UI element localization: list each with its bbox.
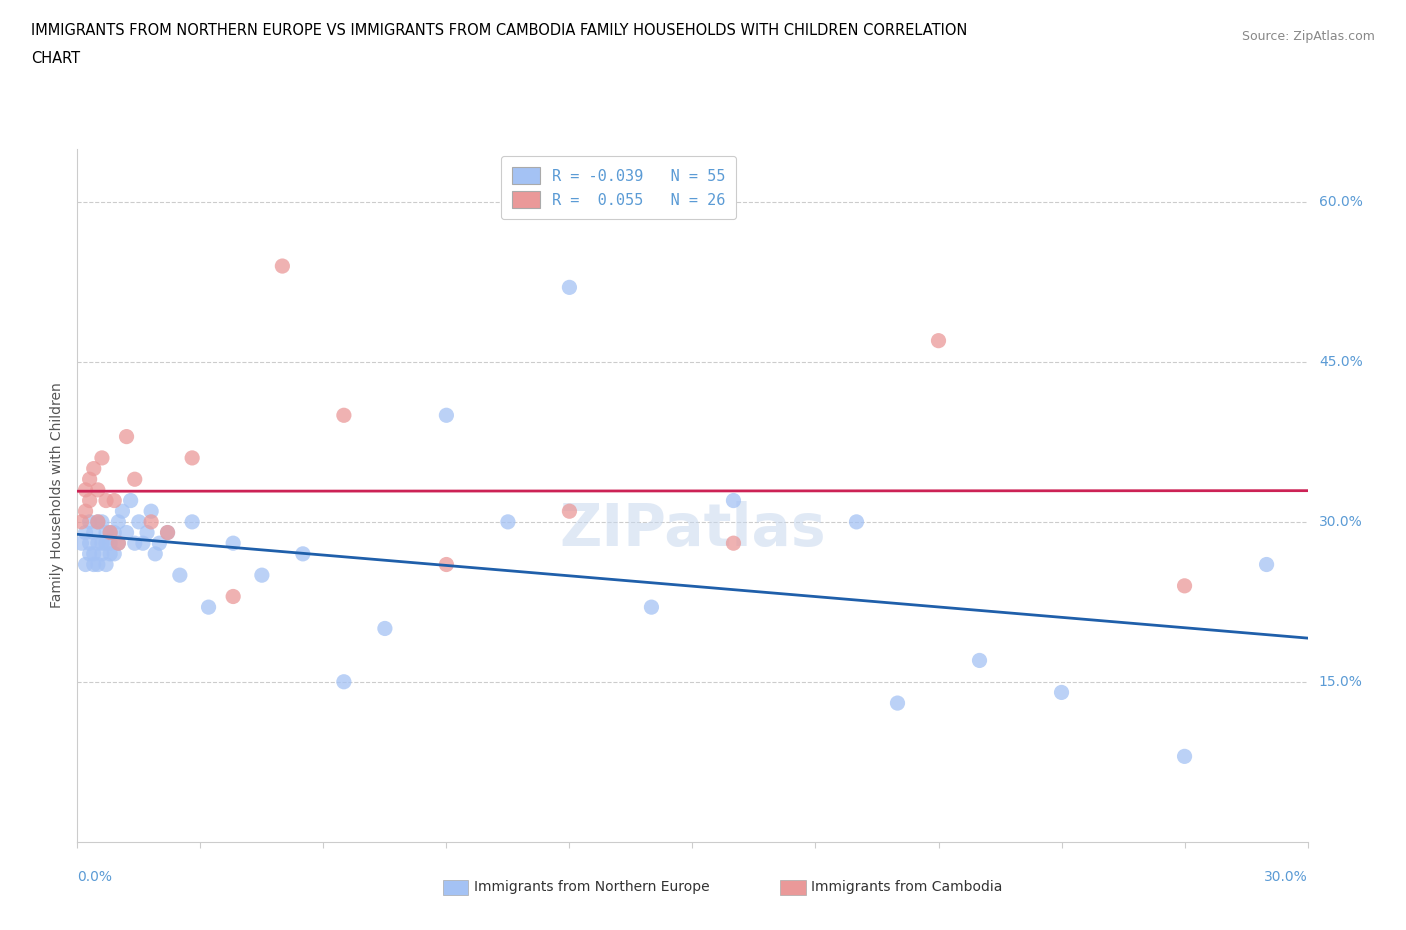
- Point: [83, 547, 105, 562]
- Point: [87, 514, 110, 529]
- Point: [87, 483, 110, 498]
- Point: [79, 547, 101, 562]
- Point: [79, 472, 101, 486]
- Point: [436, 408, 458, 423]
- Point: [169, 567, 191, 582]
- Point: [136, 525, 159, 540]
- Point: [83, 557, 105, 572]
- Point: [107, 536, 129, 551]
- Point: [98, 536, 121, 551]
- Point: [75, 483, 97, 498]
- Point: [103, 493, 125, 508]
- Point: [107, 514, 129, 529]
- Point: [845, 514, 868, 529]
- Text: ZIPatlas: ZIPatlas: [560, 501, 825, 558]
- Point: [333, 674, 356, 689]
- Point: [90, 536, 114, 551]
- Text: 30.0%: 30.0%: [1264, 870, 1308, 884]
- Point: [156, 525, 179, 540]
- Point: [496, 514, 519, 529]
- Point: [143, 547, 166, 562]
- Point: [141, 504, 163, 519]
- Point: [94, 536, 117, 551]
- Legend: R = -0.039   N = 55, R =  0.055   N = 26: R = -0.039 N = 55, R = 0.055 N = 26: [502, 156, 735, 219]
- Point: [1256, 557, 1278, 572]
- Point: [107, 536, 129, 551]
- Point: [1174, 578, 1197, 593]
- Point: [271, 259, 294, 273]
- Point: [75, 504, 97, 519]
- Point: [94, 557, 117, 572]
- Point: [120, 493, 142, 508]
- Point: [98, 525, 121, 540]
- Text: 60.0%: 60.0%: [1319, 195, 1362, 209]
- Point: [132, 536, 155, 551]
- Point: [83, 461, 105, 476]
- Point: [928, 333, 950, 348]
- Point: [436, 557, 458, 572]
- Point: [1174, 749, 1197, 764]
- Point: [222, 589, 245, 604]
- Point: [291, 547, 314, 562]
- Text: 15.0%: 15.0%: [1319, 675, 1362, 689]
- Point: [87, 557, 110, 572]
- Point: [98, 525, 121, 540]
- Point: [103, 547, 125, 562]
- Point: [115, 525, 138, 540]
- Point: [197, 600, 219, 615]
- Point: [75, 525, 97, 540]
- Point: [98, 547, 121, 562]
- Point: [87, 536, 110, 551]
- Text: Immigrants from Northern Europe: Immigrants from Northern Europe: [474, 880, 710, 895]
- Point: [124, 536, 146, 551]
- Point: [558, 504, 581, 519]
- Point: [103, 525, 125, 540]
- Point: [1050, 685, 1073, 700]
- Point: [94, 525, 117, 540]
- Text: IMMIGRANTS FROM NORTHERN EUROPE VS IMMIGRANTS FROM CAMBODIA FAMILY HOUSEHOLDS WI: IMMIGRANTS FROM NORTHERN EUROPE VS IMMIG…: [31, 23, 967, 38]
- Point: [723, 493, 745, 508]
- Point: [640, 600, 662, 615]
- Point: [333, 408, 356, 423]
- Point: [111, 504, 134, 519]
- Point: [723, 536, 745, 551]
- Point: [148, 536, 170, 551]
- Point: [156, 525, 179, 540]
- Y-axis label: Family Households with Children: Family Households with Children: [51, 382, 65, 608]
- Point: [90, 547, 114, 562]
- Point: [70, 514, 93, 529]
- Text: Immigrants from Cambodia: Immigrants from Cambodia: [811, 880, 1002, 895]
- Point: [374, 621, 396, 636]
- Point: [222, 536, 245, 551]
- Point: [94, 493, 117, 508]
- Point: [250, 567, 273, 582]
- Text: 0.0%: 0.0%: [77, 870, 112, 884]
- Point: [75, 557, 97, 572]
- Point: [124, 472, 146, 486]
- Text: 30.0%: 30.0%: [1319, 515, 1362, 529]
- Point: [128, 514, 150, 529]
- Point: [886, 696, 908, 711]
- Point: [115, 429, 138, 444]
- Point: [79, 536, 101, 551]
- Point: [181, 450, 204, 465]
- Point: [969, 653, 991, 668]
- Point: [90, 450, 114, 465]
- Text: 45.0%: 45.0%: [1319, 355, 1362, 369]
- Point: [141, 514, 163, 529]
- Point: [181, 514, 204, 529]
- Point: [83, 525, 105, 540]
- Point: [79, 493, 101, 508]
- Point: [79, 514, 101, 529]
- Text: CHART: CHART: [31, 51, 80, 66]
- Point: [70, 536, 93, 551]
- Point: [558, 280, 581, 295]
- Point: [87, 514, 110, 529]
- Text: Source: ZipAtlas.com: Source: ZipAtlas.com: [1241, 30, 1375, 43]
- Point: [90, 514, 114, 529]
